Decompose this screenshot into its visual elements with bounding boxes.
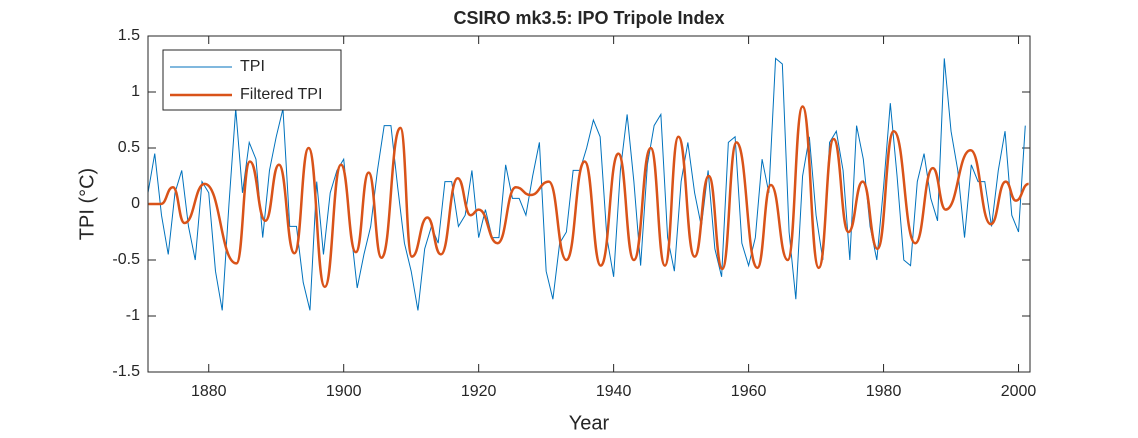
x-tick-label: 1960 xyxy=(731,383,767,400)
legend-label: Filtered TPI xyxy=(240,86,322,103)
y-tick-label: 1 xyxy=(131,83,140,100)
y-tick-label: -0.5 xyxy=(112,251,140,268)
axes-box xyxy=(147,35,1031,373)
y-tick-label: 0 xyxy=(131,195,140,212)
x-tick-label: 1900 xyxy=(326,383,362,400)
chart-title: CSIRO mk3.5: IPO Tripole Index xyxy=(453,8,724,28)
x-tick-label: 1920 xyxy=(461,383,497,400)
series-line xyxy=(148,57,1026,311)
y-axis-label: TPI (°C) xyxy=(76,168,98,240)
y-tick-label: -1.5 xyxy=(112,363,140,380)
legend-box xyxy=(162,49,342,111)
y-tick-label: 0.5 xyxy=(118,139,140,156)
x-tick-label: 2000 xyxy=(1001,383,1037,400)
x-tick-label: 1880 xyxy=(191,383,227,400)
x-tick-label: 1940 xyxy=(596,383,632,400)
y-tick-label: -1 xyxy=(126,307,140,324)
legend-label: TPI xyxy=(240,58,265,75)
x-tick-label: 1980 xyxy=(866,383,902,400)
y-tick-label: 1.5 xyxy=(118,27,140,44)
x-axis-label: Year xyxy=(569,412,610,434)
series-line xyxy=(148,105,1030,289)
